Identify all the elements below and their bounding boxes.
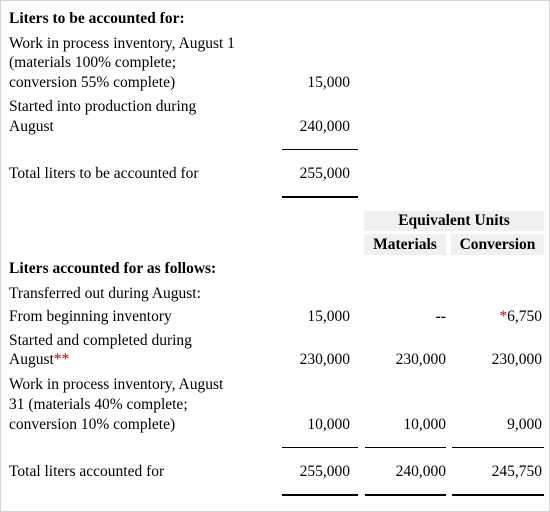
wip-end-line3: conversion 10% complete) [9, 416, 176, 433]
from-beginning-conversion: 6,750 [507, 308, 542, 325]
total-to-account-label: Total liters to be accounted for [9, 165, 199, 182]
wip-end-line2: 31 (materials 40% complete; [9, 396, 188, 413]
started-completed-conversion: 230,000 [491, 351, 542, 368]
materials-header-band [364, 234, 446, 255]
wip-end-liters: 10,000 [307, 416, 350, 433]
total-accounted-conversion: 245,750 [491, 463, 542, 480]
subtotal-rule-liters [282, 447, 358, 448]
section2-heading: Liters accounted for as follows: [9, 260, 217, 277]
started-completed-line1: Started and completed during [9, 332, 192, 349]
from-beginning-materials: -- [435, 308, 446, 325]
eu-heading-band [364, 211, 544, 231]
wip-end-materials: 10,000 [403, 416, 446, 433]
total-accounted-liters: 255,000 [299, 463, 350, 480]
started-completed-materials: 230,000 [395, 351, 446, 368]
total-rule-materials [365, 494, 446, 496]
started-line1: Started into production during [9, 98, 197, 115]
conversion-header: Conversion [459, 236, 536, 253]
wip-end-line1: Work in process inventory, August [9, 376, 224, 393]
from-beginning-label: From beginning inventory [9, 308, 172, 325]
wip-begin-value: 15,000 [307, 74, 350, 91]
transferred-out-label: Transferred out during August: [9, 285, 201, 302]
total-accounted-label: Total liters accounted for [9, 463, 165, 480]
total-rule-1 [282, 196, 358, 198]
started-completed-line2-cell: August** [9, 350, 69, 370]
from-beginning-conversion-cell: *6,750 [451, 307, 542, 327]
conversion-header-band [451, 234, 544, 255]
total-to-account-value: 255,000 [299, 165, 350, 182]
wip-begin-line1: Work in process inventory, August 1 [9, 35, 235, 52]
from-beginning-liters: 15,000 [307, 308, 350, 325]
subtotal-rule-conversion [452, 447, 544, 448]
started-completed-line2: August [9, 351, 54, 368]
subtotal-rule-1 [282, 149, 358, 150]
section1-heading: Liters to be accounted for: [9, 10, 185, 27]
total-rule-conversion [452, 494, 544, 496]
wip-begin-line2: (materials 100% complete; [9, 54, 176, 71]
started-line2: August [9, 118, 54, 135]
eu-heading: Equivalent Units [398, 212, 510, 229]
materials-header: Materials [373, 236, 437, 253]
total-accounted-materials: 240,000 [395, 463, 446, 480]
wip-end-conversion: 9,000 [507, 416, 542, 433]
started-value: 240,000 [299, 118, 350, 135]
wip-begin-line3: conversion 55% complete) [9, 74, 176, 91]
single-asterisk-mark: * [499, 308, 508, 325]
started-completed-liters: 230,000 [299, 351, 350, 368]
subtotal-rule-materials [365, 447, 446, 448]
total-rule-liters [282, 494, 358, 496]
double-asterisk-mark: ** [53, 351, 70, 368]
